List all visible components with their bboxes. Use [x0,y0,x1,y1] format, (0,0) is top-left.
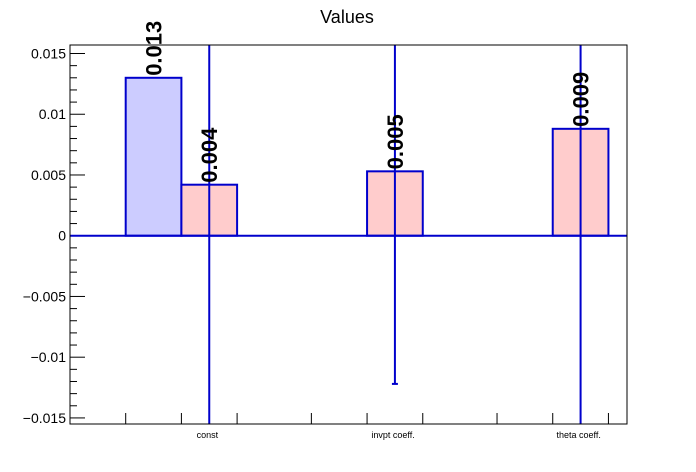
x-category-label: const [197,430,219,440]
data-label: 0.004 [197,127,222,183]
chart-title: Values [320,7,374,27]
y-tick-label: −0.005 [23,288,66,304]
plot-frame [69,44,628,425]
y-tick-label: −0.01 [31,349,67,365]
data-label: 0.005 [383,114,408,169]
x-category-label: theta coeff. [557,430,601,440]
plot-area: −0.015 −0.01 −0.005 0 0.005 0.01 0.015 const inv… [23,21,627,440]
x-category-label: invpt coeff. [371,430,414,440]
data-label: 0.009 [569,72,594,127]
y-tick-label: −0.015 [23,410,66,426]
y-tick-label: 0.01 [39,106,66,122]
data-label: 0.013 [142,21,167,76]
y-tick-label: 0 [58,228,66,244]
y-tick-label: 0.005 [31,167,66,183]
y-tick-label: 0.015 [31,46,66,62]
bar [124,76,183,237]
